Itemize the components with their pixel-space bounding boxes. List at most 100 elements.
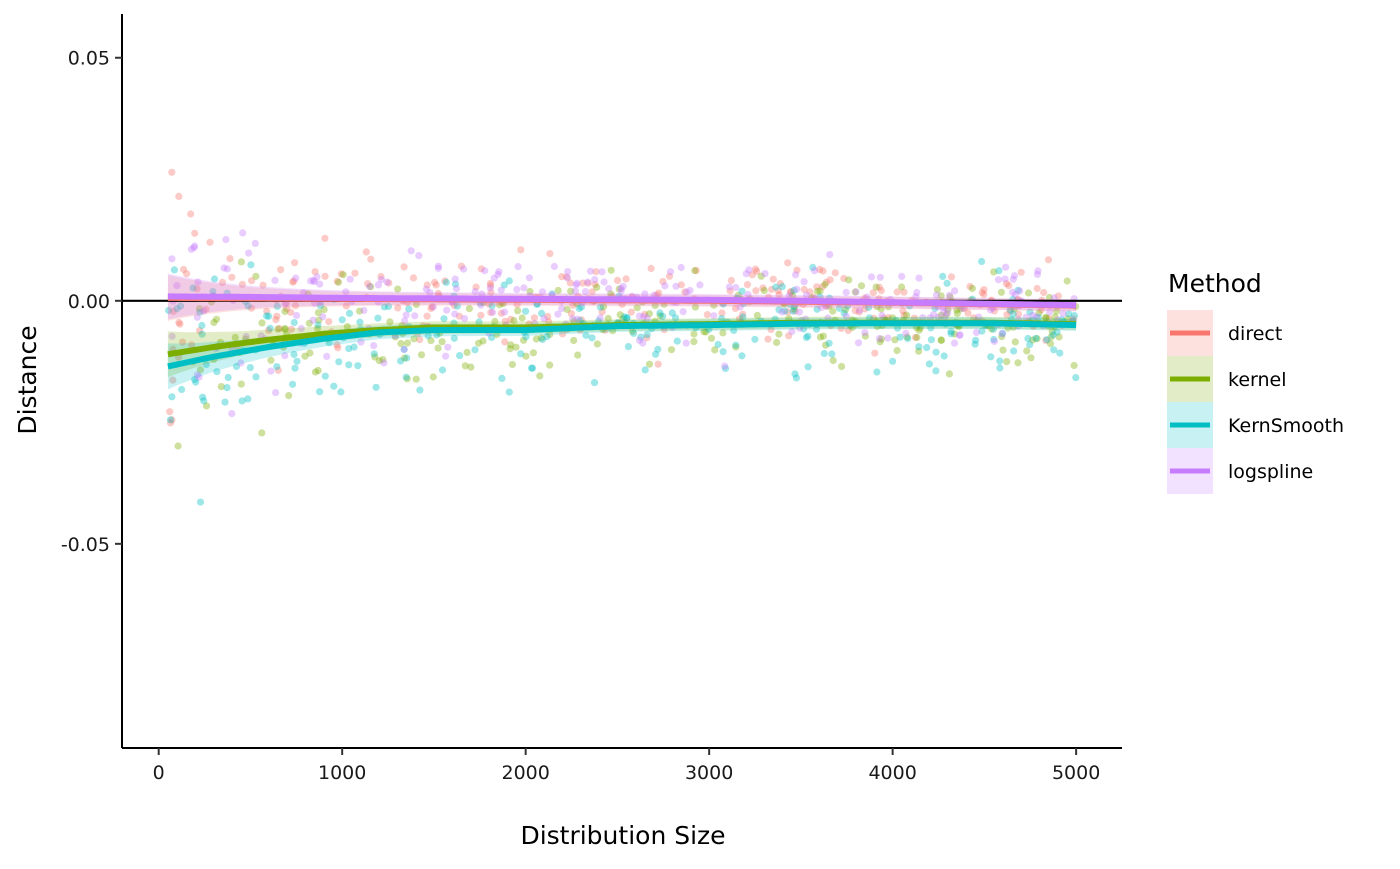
point-direct: [769, 275, 777, 283]
point-kernsmooth: [820, 349, 828, 358]
point-logspline: [1001, 275, 1009, 283]
point-logspline: [443, 306, 451, 314]
point-kernsmooth: [751, 335, 759, 343]
point-kernsmooth: [643, 331, 651, 339]
point-kernel: [1033, 335, 1041, 343]
point-direct: [748, 271, 756, 279]
point-kernel: [942, 310, 951, 319]
point-direct: [1040, 288, 1048, 297]
point-logspline: [945, 291, 954, 299]
point-logspline: [1034, 267, 1042, 275]
point-direct: [1070, 315, 1078, 323]
point-kernsmooth: [1014, 286, 1022, 294]
point-kernsmooth: [915, 343, 923, 351]
point-kernel: [174, 442, 182, 450]
point-logspline: [677, 263, 685, 272]
point-kernsmooth: [178, 385, 186, 394]
point-logspline: [380, 359, 388, 367]
point-direct: [247, 304, 256, 312]
point-logspline: [617, 287, 625, 295]
point-logspline: [452, 285, 461, 293]
point-direct: [566, 279, 574, 287]
point-logspline: [569, 315, 577, 323]
point-kernel: [210, 318, 218, 326]
point-direct: [837, 324, 845, 332]
point-kernsmooth: [397, 357, 405, 365]
point-kernel: [702, 328, 710, 336]
point-kernel: [822, 341, 830, 349]
point-kernsmooth: [517, 350, 525, 358]
point-kernsmooth: [575, 304, 583, 313]
point-kernel: [514, 307, 522, 315]
point-kernsmooth: [1050, 346, 1058, 354]
point-logspline: [994, 276, 1003, 284]
point-direct: [900, 311, 908, 319]
point-kernel: [1035, 309, 1043, 317]
point-logspline: [444, 343, 452, 351]
point-direct: [893, 288, 901, 296]
point-logspline: [842, 288, 850, 296]
point-kernsmooth: [590, 379, 599, 387]
point-kernsmooth: [896, 333, 904, 341]
point-kernsmooth: [252, 373, 260, 381]
point-kernel: [937, 311, 945, 319]
point-logspline: [429, 303, 437, 311]
point-logspline: [267, 367, 275, 375]
point-kernsmooth: [654, 345, 662, 353]
point-kernel: [412, 300, 420, 309]
point-direct: [427, 304, 435, 312]
point-kernsmooth: [356, 318, 364, 326]
point-kernsmooth: [166, 416, 175, 424]
point-direct: [588, 288, 596, 296]
point-kernel: [1042, 313, 1050, 321]
point-kernel: [1045, 293, 1053, 302]
point-kernsmooth: [543, 333, 551, 341]
point-logspline: [168, 255, 176, 263]
x-axis-title: Distribution Size: [520, 821, 725, 850]
point-direct: [752, 287, 760, 295]
point-direct: [472, 283, 480, 291]
point-kernsmooth: [199, 393, 207, 401]
point-direct: [487, 288, 495, 296]
point-kernel: [417, 351, 426, 359]
point-direct: [654, 360, 662, 368]
point-direct: [627, 308, 635, 316]
point-direct: [775, 291, 783, 299]
point-kernel: [700, 328, 708, 336]
point-kernsmooth: [244, 395, 252, 403]
point-direct: [665, 272, 674, 280]
point-logspline: [661, 282, 669, 290]
point-logspline: [941, 313, 949, 322]
point-kernel: [532, 335, 541, 343]
point-direct: [970, 314, 978, 322]
point-kernsmooth: [488, 333, 496, 342]
point-direct: [487, 281, 495, 290]
point-kernel: [314, 366, 322, 375]
point-direct: [1003, 311, 1011, 319]
point-kernsmooth: [232, 362, 241, 371]
point-logspline: [451, 310, 459, 318]
point-logspline: [538, 288, 547, 296]
point-direct: [1045, 314, 1053, 322]
point-direct: [1002, 280, 1011, 288]
point-logspline: [281, 300, 289, 308]
point-direct: [871, 349, 879, 357]
point-kernsmooth: [1070, 312, 1078, 320]
point-kernel: [734, 291, 742, 299]
point-kernel: [429, 373, 437, 381]
point-kernsmooth: [582, 331, 590, 339]
point-direct: [613, 276, 622, 284]
point-kernsmooth: [789, 307, 797, 315]
point-kernel: [306, 349, 314, 357]
point-direct: [562, 273, 571, 281]
point-kernel: [463, 348, 471, 356]
point-logspline: [193, 371, 201, 379]
point-direct: [655, 289, 663, 297]
point-kernel: [775, 330, 783, 338]
point-logspline: [563, 274, 572, 282]
point-kernsmooth: [978, 257, 986, 266]
point-logspline: [292, 274, 300, 282]
point-logspline: [402, 311, 410, 319]
axes: 0 1000 2000 3000 4000 5000 0.05 0.00 -0.05: [61, 14, 1122, 784]
point-direct: [584, 279, 592, 287]
